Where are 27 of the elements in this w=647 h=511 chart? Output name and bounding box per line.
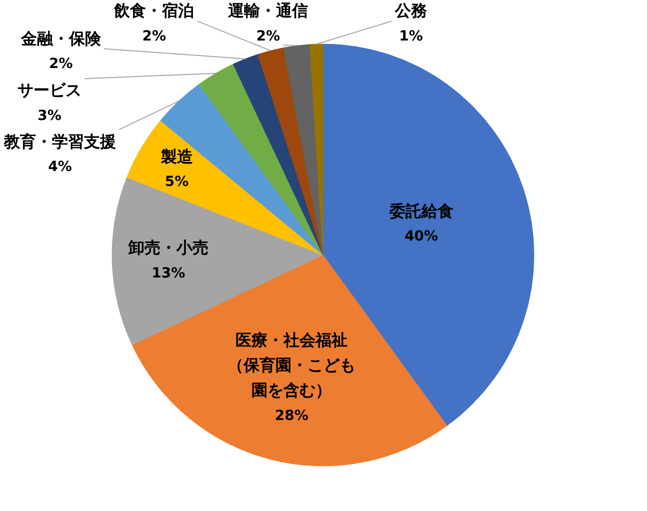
- slice-label: 金融・保険: [20, 28, 102, 48]
- pie-slice: [283, 44, 324, 256]
- slice-label: 製造: [160, 146, 194, 166]
- pie-slice: [310, 44, 324, 256]
- pie-slice: [258, 47, 324, 256]
- pie-slice: [126, 120, 324, 256]
- data-label: 2%: [49, 56, 73, 72]
- data-label: 5%: [164, 174, 189, 190]
- data-label: 3%: [38, 108, 62, 124]
- pie-slice: [232, 54, 324, 256]
- data-label: 13%: [152, 265, 186, 282]
- data-label: 1%: [399, 28, 423, 44]
- data-label: 40%: [404, 228, 438, 245]
- slice-label: 運輸・通信: [227, 1, 308, 20]
- slice-label: 卸売・小売: [127, 238, 208, 258]
- data-label: 2%: [142, 28, 166, 44]
- pie-slice: [160, 84, 324, 256]
- pie-slice: [132, 254, 448, 466]
- slice-label: 公務: [394, 1, 428, 20]
- data-label: 2%: [256, 28, 280, 44]
- slice-label: 委託給食: [388, 201, 454, 220]
- data-label: 4%: [48, 159, 72, 176]
- slice-label: 飲食・宿泊: [113, 1, 194, 20]
- data-label: 28%: [274, 408, 308, 424]
- slice-label: 教育・学習支援: [3, 132, 116, 151]
- slice-label: サービス: [18, 80, 82, 100]
- slice-label: 医療・社会福祉（保育園・こども園を含む）: [228, 330, 356, 400]
